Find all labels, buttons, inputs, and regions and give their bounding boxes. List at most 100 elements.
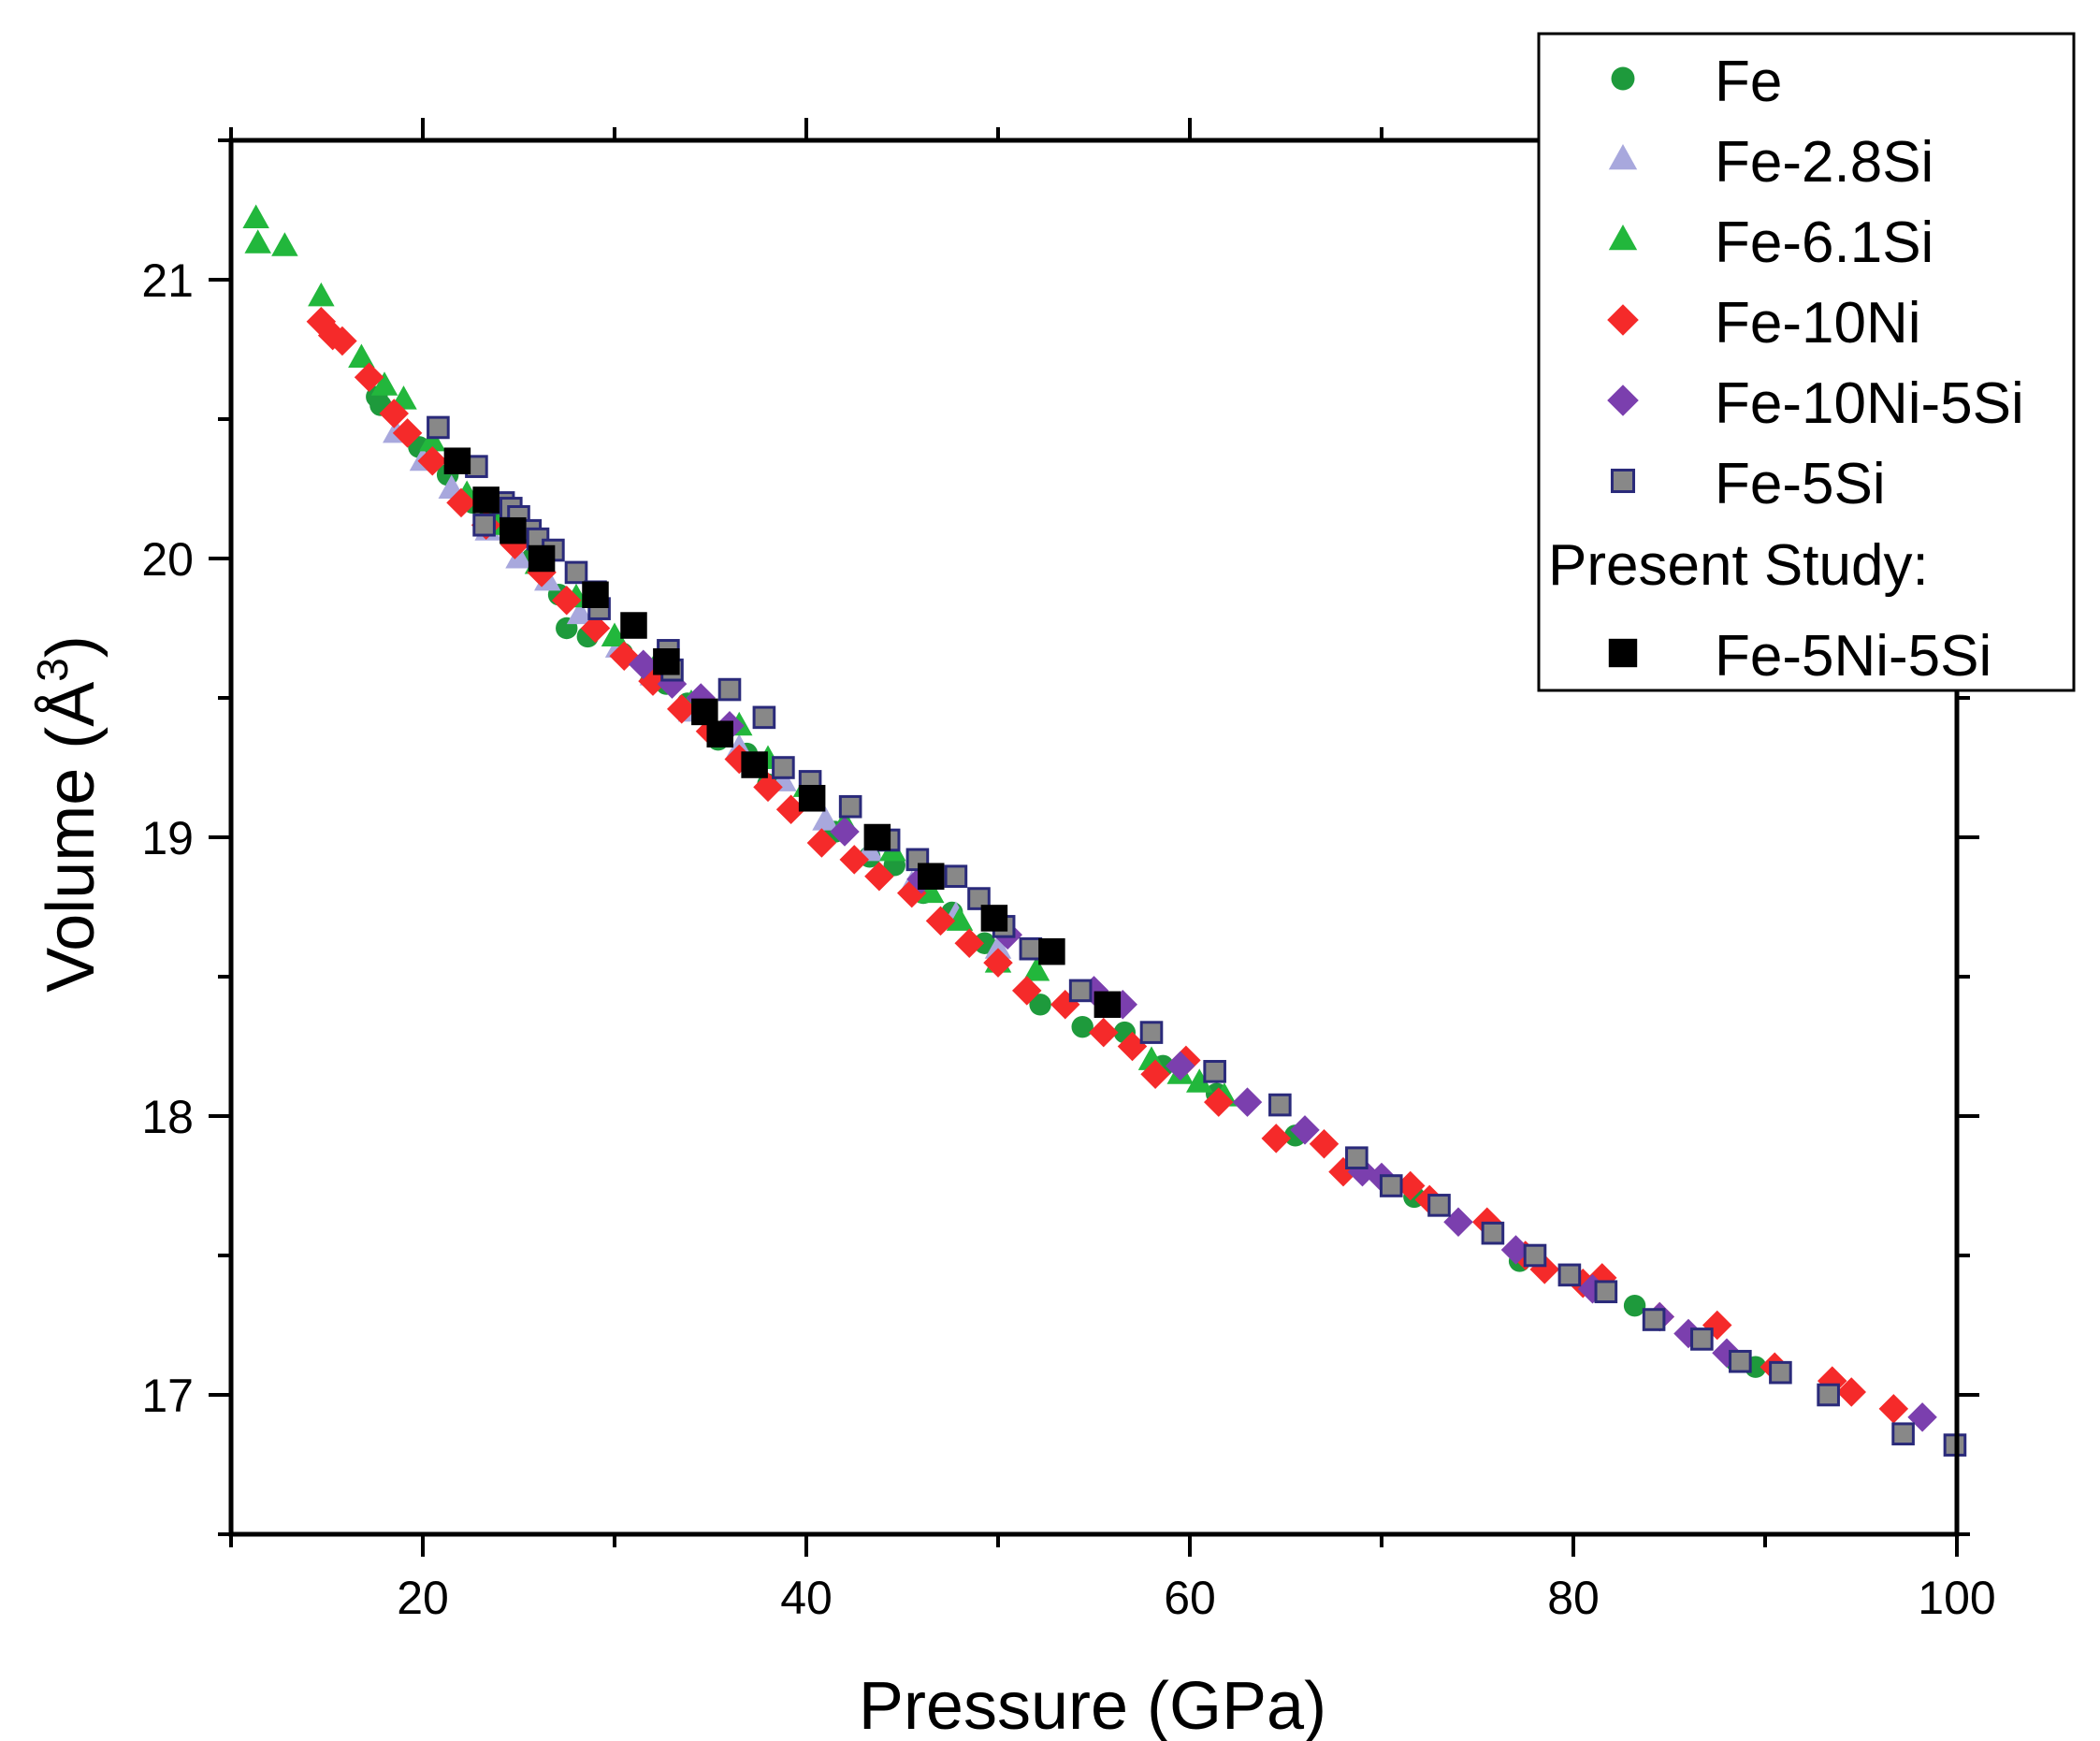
data-point-fe-10ni <box>1089 1017 1119 1048</box>
data-point-fe-10ni <box>753 772 783 803</box>
legend-group-label: Present Study: <box>1548 533 1929 598</box>
legend-label-fe: Fe <box>1715 50 1782 114</box>
y-axis-title-superscript: 3 <box>28 658 77 682</box>
y-axis-title-base: Volume (Å <box>34 682 109 993</box>
data-point-fe-10ni <box>327 326 357 356</box>
data-point-fe-6-1si <box>601 622 629 646</box>
data-point-fe-10ni <box>1140 1059 1170 1090</box>
data-point-fe-6-1si <box>1186 1068 1213 1093</box>
data-point-fe-5si <box>1690 1328 1714 1351</box>
data-point-fe-5si <box>1557 1263 1582 1287</box>
data-point-fe-5si <box>1523 1243 1547 1268</box>
data-point-fe-10ni-5si <box>1907 1402 1937 1432</box>
data-point-fe-10ni <box>1878 1394 1909 1424</box>
data-point-fe-5ni-5si <box>528 544 556 573</box>
data-point-fe-6-1si <box>244 229 271 254</box>
data-point-fe-5ni-5si <box>620 612 647 639</box>
data-point-fe <box>1029 994 1051 1016</box>
data-point-fe-10ni-5si <box>1500 1235 1531 1265</box>
legend-label-fe-6-1si: Fe-6.1Si <box>1715 210 1933 275</box>
legend-marker-fe <box>1611 66 1635 91</box>
x-tick-label: 20 <box>397 1572 449 1624</box>
data-point-fe-10ni <box>446 487 476 518</box>
data-point-fe-5si <box>564 560 588 585</box>
data-point-fe-5ni-5si <box>582 581 609 608</box>
data-point-fe-6-1si <box>308 282 335 307</box>
data-point-fe-5ni-5si <box>980 905 1008 932</box>
data-point-fe-5ni-5si <box>706 720 733 747</box>
data-point-fe-6-1si <box>271 232 298 256</box>
series-fe-5ni-5si <box>443 447 1122 1019</box>
x-tick-label: 40 <box>780 1572 833 1624</box>
data-point-fe-10ni <box>667 694 697 724</box>
data-point-fe <box>973 932 996 954</box>
legend-label-fe-5ni-5si: Fe-5Ni-5Si <box>1715 624 1991 689</box>
data-point-fe-10ni <box>417 445 447 476</box>
data-point-fe-5ni-5si <box>653 648 680 675</box>
data-point-fe-5ni-5si <box>691 698 718 726</box>
y-axis-title-close: ) <box>34 635 109 658</box>
data-point-fe-5si <box>472 513 496 537</box>
data-point-fe-10ni <box>379 399 409 428</box>
data-point-fe-5si <box>1769 1360 1792 1385</box>
data-point-fe-5ni-5si <box>500 516 527 544</box>
data-point-fe-5si <box>717 677 742 702</box>
data-point-fe-10ni <box>1396 1170 1426 1201</box>
data-point-fe-10ni-5si <box>1232 1087 1263 1117</box>
legend-marker-fe-5si <box>1610 468 1636 494</box>
legend-marker-fe-10ni <box>1607 304 1639 336</box>
data-point-fe-5si <box>1642 1308 1666 1331</box>
data-point-fe-10ni <box>775 794 806 824</box>
data-point-fe-10ni <box>354 362 384 393</box>
data-point-fe-5si <box>772 756 795 779</box>
data-point-fe-5si <box>1891 1422 1915 1446</box>
y-axis-title: Volume (Å3) <box>28 635 109 993</box>
data-point-fe-2-8si <box>566 600 594 625</box>
data-point-fe-6-1si <box>918 878 945 904</box>
data-point-fe-10ni-5si <box>830 817 860 847</box>
data-point-fe-2-8si <box>984 935 1012 959</box>
data-point-fe-6-1si <box>348 343 375 368</box>
x-tick-label: 80 <box>1547 1572 1600 1624</box>
data-point-fe-6-1si <box>1022 957 1050 981</box>
data-point-fe-5si <box>1427 1194 1451 1217</box>
data-point-fe-10ni <box>1204 1087 1234 1117</box>
data-point-fe-5ni-5si <box>798 785 826 812</box>
y-tick-label: 21 <box>141 254 194 307</box>
data-point-fe-5si <box>1203 1060 1226 1083</box>
legend-box <box>1537 32 2076 692</box>
data-point-fe-5si <box>752 705 776 730</box>
data-point-fe-10ni <box>864 861 894 892</box>
data-point-fe-10ni <box>552 585 582 616</box>
data-point-fe-10ni <box>925 906 956 936</box>
data-point-fe-2-8si <box>505 544 532 569</box>
data-point-fe-5si <box>944 864 968 889</box>
data-point-fe-5ni-5si <box>1093 991 1122 1019</box>
axis-ticks: 20 40 60 80 100 17 18 19 20 21 <box>141 118 1996 1624</box>
data-point-fe-10ni <box>983 948 1013 978</box>
data-point-fe-10ni <box>580 613 611 644</box>
data-point-fe-5si <box>1594 1280 1618 1304</box>
x-axis-title: Pressure (GPa) <box>859 1669 1326 1741</box>
x-tick-label: 60 <box>1164 1572 1216 1624</box>
data-point-fe-5si <box>1729 1349 1752 1373</box>
data-point-fe-6-1si <box>419 427 446 452</box>
data-point-fe-5si <box>1139 1021 1164 1044</box>
data-point-fe-6-1si <box>242 204 269 228</box>
data-point-fe-5si <box>1481 1221 1505 1245</box>
data-point-fe-5si <box>1379 1174 1403 1197</box>
data-point-fe-10ni <box>1012 976 1042 1006</box>
data-point-fe-10ni <box>954 928 984 958</box>
data-point-fe-6-1si <box>370 371 398 396</box>
data-point-fe <box>1071 1015 1093 1038</box>
data-point-fe-2-8si <box>812 806 839 831</box>
legend-marker-fe-2-8si <box>1608 144 1638 170</box>
data-point-fe-5ni-5si <box>443 447 471 474</box>
data-point-fe-10ni <box>1261 1124 1291 1153</box>
data-point-fe-5si <box>1068 979 1093 1003</box>
data-point-fe-5ni-5si <box>918 863 945 890</box>
data-point-fe-5ni-5si <box>863 823 891 851</box>
y-tick-label: 19 <box>141 812 194 864</box>
data-point-fe <box>1623 1294 1646 1317</box>
data-point-fe-5ni-5si <box>1038 937 1065 965</box>
